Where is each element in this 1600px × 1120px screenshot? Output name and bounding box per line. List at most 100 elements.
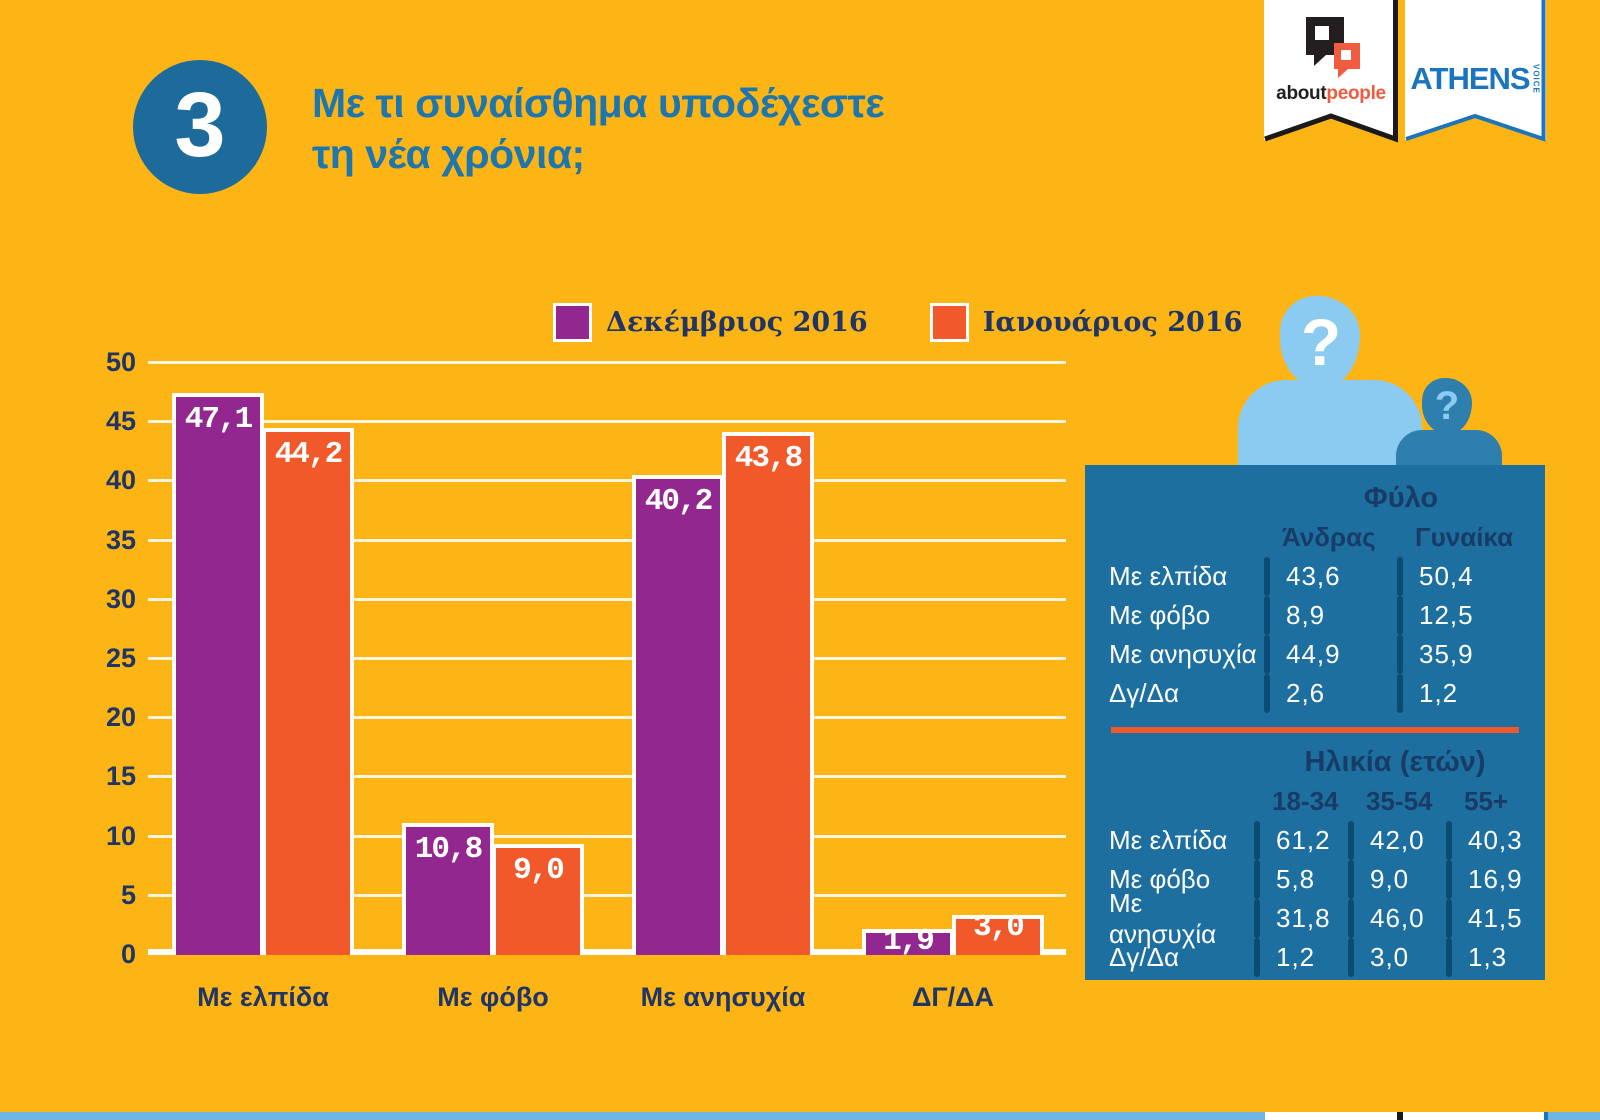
divider-cell — [1348, 860, 1356, 899]
page-title: Με τι συναίσθημα υποδέχεστε τη νέα χρόνι… — [312, 78, 885, 181]
table-value: 5,8 — [1276, 864, 1316, 894]
gridline-50 — [148, 361, 1066, 364]
category-label: Με φόβο — [437, 982, 549, 1012]
vertical-divider — [1348, 860, 1354, 899]
legend-label-december: Δεκέμβριος 2016 — [606, 307, 868, 338]
footer-strip — [0, 1112, 1600, 1120]
y-tick-label: 15 — [105, 761, 136, 792]
divider-cell — [1348, 899, 1356, 938]
legend-label-january: Ιανουάριος 2016 — [982, 307, 1243, 338]
row-label: Με ανησυχία — [1109, 639, 1257, 669]
row-label: Με ελπίδα — [1109, 825, 1228, 855]
bar-value-label: 43,8 — [734, 441, 803, 477]
divider-cell — [1446, 899, 1454, 938]
table-value: 42,0 — [1370, 825, 1425, 855]
divider-cell — [1264, 557, 1272, 596]
vertical-divider — [1254, 899, 1260, 938]
divider-cell — [1397, 635, 1405, 674]
speech-bubbles-icon — [1300, 17, 1362, 78]
table-value: 3,0 — [1370, 942, 1410, 972]
gender-table: Φύλο Άνδρας Γυναίκα Με ελπίδα 43,6 50,4 Με φό… — [1109, 479, 1521, 713]
vertical-divider — [1254, 860, 1260, 899]
table-value: 1,3 — [1468, 942, 1508, 972]
table-value: 41,5 — [1468, 903, 1523, 933]
divider-cell — [1254, 899, 1262, 938]
gridline-30 — [148, 597, 1066, 601]
divider-cell — [1264, 635, 1272, 674]
bar-group-3: 40,2 43,8 Με ανησυχία — [608, 363, 838, 1012]
vertical-divider — [1446, 821, 1452, 860]
bar-january: 44,2 — [262, 427, 354, 955]
person-silhouette-large-icon: ? — [1238, 296, 1428, 466]
aboutpeople-logo-text: aboutpeople — [1276, 83, 1386, 104]
bar-december: 47,1 — [172, 393, 264, 955]
table-value: 16,9 — [1468, 864, 1523, 894]
vertical-divider — [1446, 938, 1452, 977]
step-number-badge: 3 — [133, 60, 267, 194]
y-tick-label: 0 — [120, 939, 136, 969]
vertical-divider — [1254, 938, 1260, 977]
gridline-0 — [148, 949, 1066, 955]
gridline-15 — [148, 775, 1066, 779]
table-value: 31,8 — [1276, 903, 1331, 933]
column-header: 55+ — [1464, 786, 1509, 816]
table-value: 50,4 — [1419, 561, 1474, 591]
gridline-40 — [148, 479, 1066, 483]
y-tick-label: 20 — [105, 702, 136, 733]
athens-voice-ribbon: ATHENS VOICE — [1405, 0, 1546, 148]
row-label: Με ανησυχία — [1109, 887, 1217, 949]
bar-december: 40,2 — [632, 475, 724, 955]
y-tick-label: 30 — [105, 583, 136, 614]
divider-cell — [1264, 674, 1272, 713]
row-label: Με φόβο — [1109, 600, 1211, 630]
table-value: 12,5 — [1419, 600, 1474, 630]
table-value: 46,0 — [1370, 903, 1425, 933]
column-header: 35-54 — [1366, 786, 1433, 816]
vertical-divider — [1348, 938, 1354, 977]
y-tick-label: 25 — [105, 643, 136, 673]
bar-value-label: 44,2 — [274, 436, 343, 472]
bar-january: 43,8 — [722, 432, 814, 955]
bar-january: 3,0 — [952, 910, 1044, 955]
divider-cell — [1446, 821, 1454, 860]
footer-ribbon-divider — [1397, 1112, 1403, 1120]
bar-group-4: 1,9 3,0 ΔΓ/ΔΑ — [838, 363, 1068, 1012]
category-label: Με ελπίδα — [197, 982, 329, 1012]
footer-ribbon-edge — [1403, 1112, 1544, 1120]
gender-table-title: Φύλο — [1363, 482, 1439, 514]
aboutpeople-ribbon: aboutpeople — [1264, 0, 1398, 148]
column-header: Άνδρας — [1282, 522, 1376, 552]
vertical-divider — [1348, 899, 1354, 938]
gridline-45 — [148, 420, 1066, 424]
question-mark-icon: ? — [1300, 305, 1342, 379]
demographics-panel: Φύλο Άνδρας Γυναίκα Με ελπίδα 43,6 50,4 Με φό… — [1085, 465, 1545, 980]
table-value: 43,6 — [1286, 561, 1341, 591]
divider-cell — [1348, 938, 1356, 977]
divider-cell — [1254, 938, 1262, 977]
bar-value-label: 47,1 — [184, 402, 253, 438]
table-value: 2,6 — [1286, 678, 1326, 708]
ribbon-shape — [1264, 0, 1398, 143]
table-value: 8,9 — [1286, 600, 1326, 630]
vertical-divider — [1264, 674, 1270, 713]
bar-value-label: 1,9 — [883, 923, 935, 959]
vertical-divider — [1446, 860, 1452, 899]
vertical-divider — [1397, 674, 1403, 713]
bar-value-label: 10,8 — [414, 832, 483, 868]
legend-item-january: Ιανουάριος 2016 — [929, 303, 1243, 342]
y-tick-label: 5 — [120, 879, 136, 910]
step-number: 3 — [174, 74, 226, 176]
legend-item-december: Δεκέμβριος 2016 — [553, 303, 868, 342]
vertical-divider — [1264, 557, 1270, 596]
divider-cell — [1446, 860, 1454, 899]
gridline-5 — [148, 893, 1066, 897]
athens-voice-logo: ATHENS VOICE — [1410, 61, 1541, 96]
vertical-divider — [1397, 557, 1403, 596]
table-value: 1,2 — [1419, 678, 1459, 708]
column-header: Γυναίκα — [1415, 522, 1514, 552]
bar-january: 9,0 — [492, 844, 584, 955]
vertical-divider — [1348, 821, 1354, 860]
y-tick-label: 40 — [105, 465, 136, 496]
gridline-25 — [148, 657, 1066, 660]
vertical-divider — [1397, 635, 1403, 674]
